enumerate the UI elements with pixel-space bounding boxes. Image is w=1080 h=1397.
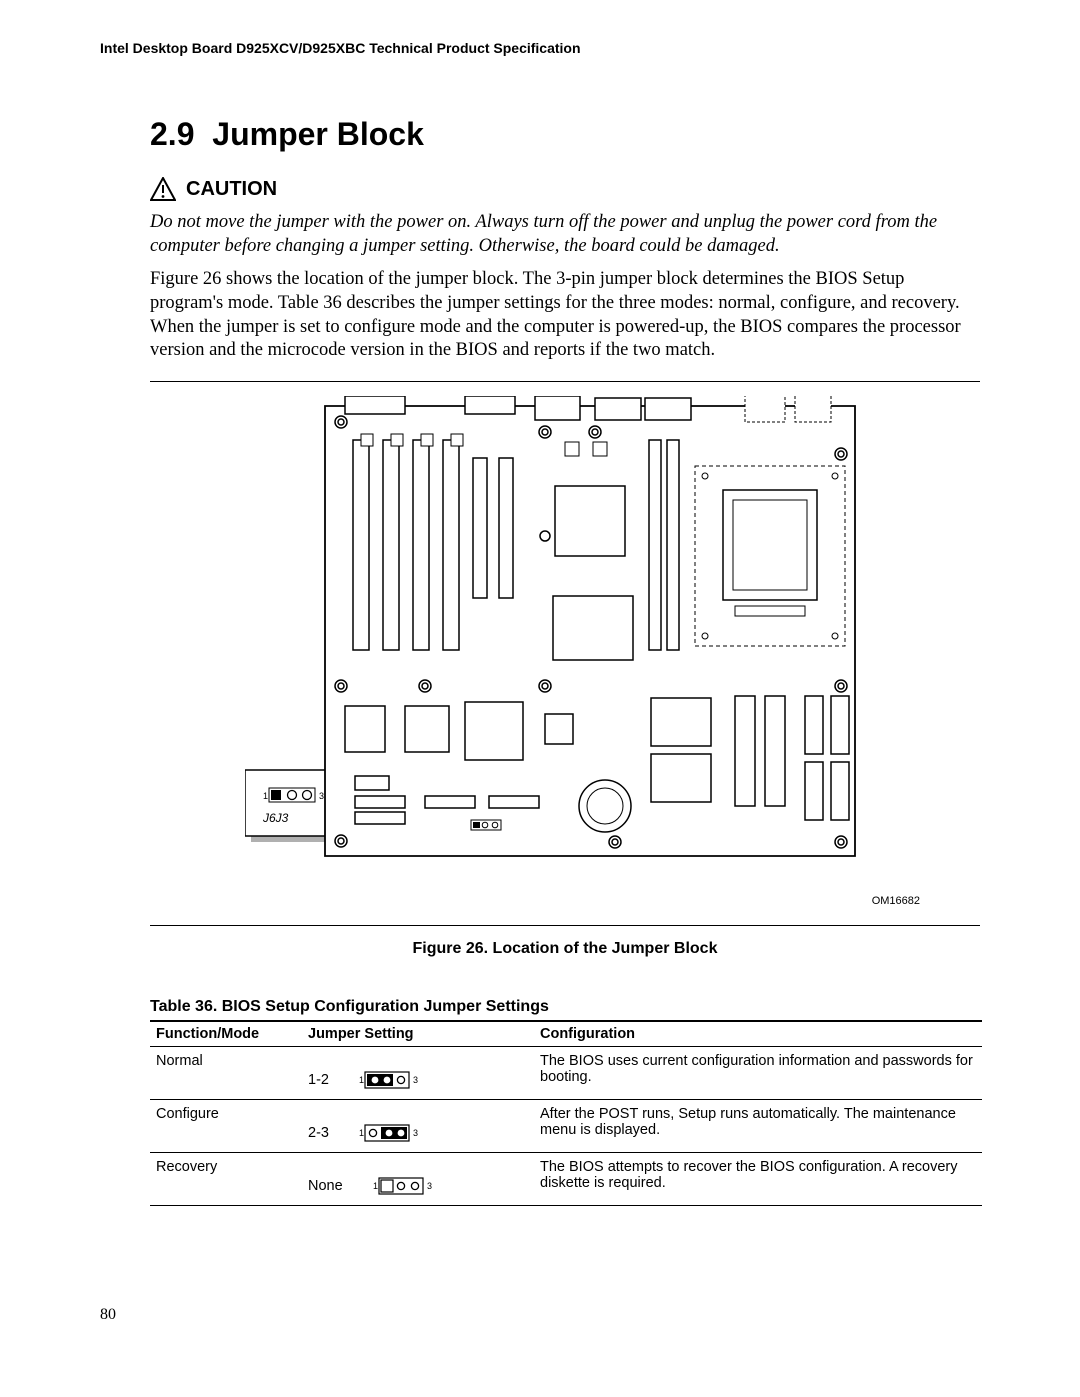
caution-icon xyxy=(150,177,176,201)
body-paragraph: Figure 26 shows the location of the jump… xyxy=(150,268,980,363)
svg-text:3: 3 xyxy=(319,791,324,801)
cell-mode: Configure xyxy=(150,1100,302,1153)
col-function: Function/Mode xyxy=(150,1021,302,1047)
caution-label: CAUTION xyxy=(186,178,277,201)
section-title: Jumper Block xyxy=(212,116,424,152)
figure-om-id: OM16682 xyxy=(150,895,920,907)
col-config: Configuration xyxy=(534,1021,982,1047)
svg-text:1: 1 xyxy=(373,1181,378,1191)
table-row: Configure2-3 13After the POST runs, Setu… xyxy=(150,1100,982,1153)
jumper-settings-table: Function/Mode Jumper Setting Configurati… xyxy=(150,1020,982,1206)
figure-diagram: 1 3 J6J3 xyxy=(150,396,980,907)
svg-text:1: 1 xyxy=(359,1128,364,1138)
cell-config: After the POST runs, Setup runs automati… xyxy=(534,1100,982,1153)
svg-text:3: 3 xyxy=(413,1128,418,1138)
jumper-ref-label: J6J3 xyxy=(262,811,289,825)
table-title: Table 36. BIOS Setup Configuration Jumpe… xyxy=(150,998,980,1016)
svg-text:1: 1 xyxy=(263,791,268,801)
svg-text:3: 3 xyxy=(427,1181,432,1191)
cell-config: The BIOS attempts to recover the BIOS co… xyxy=(534,1153,982,1206)
cell-setting: 2-3 13 xyxy=(302,1100,534,1153)
table-row: RecoveryNone 13The BIOS attempts to reco… xyxy=(150,1153,982,1206)
cell-setting: 1-2 13 xyxy=(302,1047,534,1100)
cell-mode: Normal xyxy=(150,1047,302,1100)
section-number: 2.9 xyxy=(150,116,194,152)
cell-setting: None 13 xyxy=(302,1153,534,1206)
section-heading: 2.9 Jumper Block xyxy=(150,116,980,153)
figure-top-rule xyxy=(150,381,980,382)
table-row: Normal1-2 13The BIOS uses current config… xyxy=(150,1047,982,1100)
page-number: 80 xyxy=(100,1306,980,1324)
svg-text:1: 1 xyxy=(359,1075,364,1085)
figure-caption: Figure 26. Location of the Jumper Block xyxy=(150,940,980,958)
col-setting: Jumper Setting xyxy=(302,1021,534,1047)
cell-mode: Recovery xyxy=(150,1153,302,1206)
page-header: Intel Desktop Board D925XCV/D925XBC Tech… xyxy=(100,40,980,56)
svg-text:3: 3 xyxy=(413,1075,418,1085)
caution-text: Do not move the jumper with the power on… xyxy=(150,211,980,258)
figure-bottom-rule xyxy=(150,925,980,926)
cell-config: The BIOS uses current configuration info… xyxy=(534,1047,982,1100)
